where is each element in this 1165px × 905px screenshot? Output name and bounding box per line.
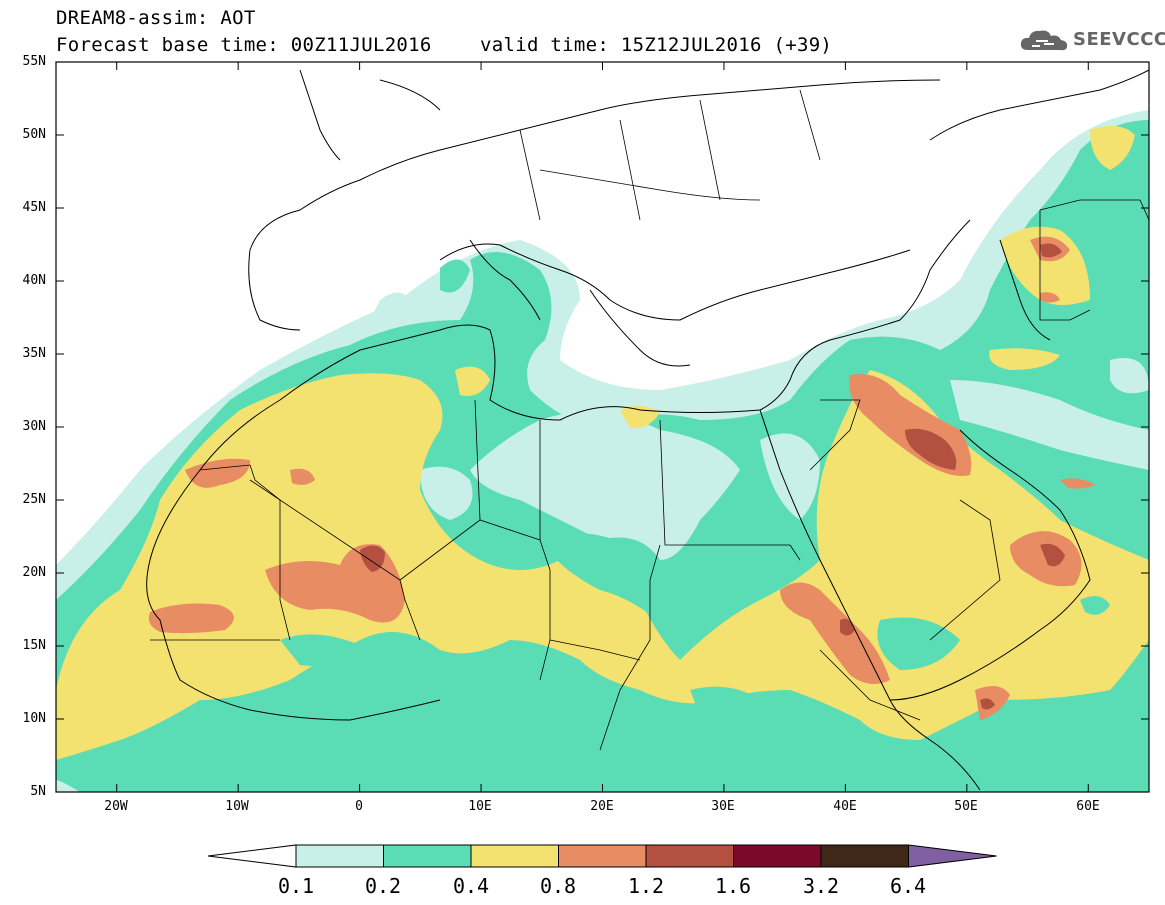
lon-label: 10E: [468, 799, 492, 814]
colorbar-label: 0.8: [539, 874, 577, 898]
aot-contour-1.2: [360, 243, 1065, 710]
colorbar-label: 6.4: [889, 874, 927, 898]
colorbar-label: 1.6: [714, 874, 752, 898]
country-borders: [150, 89, 1149, 751]
lat-label: 25N: [22, 492, 46, 507]
lon-label: 40E: [833, 799, 857, 814]
lon-label: 20E: [590, 799, 614, 814]
lon-label: 60E: [1076, 799, 1100, 814]
lon-label: 30E: [711, 799, 735, 814]
colorbar-label: 1.2: [627, 874, 665, 898]
lat-label: 15N: [22, 638, 46, 653]
axis-ticks: [56, 61, 1149, 793]
colorbar-label: 0.2: [364, 874, 402, 898]
product-title: DREAM8-assim: AOT: [56, 7, 256, 29]
lat-label: 20N: [22, 565, 46, 580]
colorbar-label: 0.4: [452, 874, 490, 898]
lat-label: 55N: [22, 54, 46, 69]
aot-contour-0.1-inner: [420, 358, 1149, 560]
lon-label: 0: [355, 799, 363, 814]
valid-time: valid time: 15Z12JUL2016 (+39): [480, 34, 833, 56]
base-time: Forecast base time: 00Z11JUL2016: [56, 34, 432, 56]
lat-label: 35N: [22, 346, 46, 361]
lat-label: 30N: [22, 419, 46, 434]
logo-text: SEEVCCC: [1073, 29, 1165, 50]
lat-label: 50N: [22, 127, 46, 142]
lat-label: 10N: [22, 711, 46, 726]
aot-contour-0.2-inner: [280, 476, 1110, 716]
colorbar-label: 0.1: [277, 874, 315, 898]
coastlines: [146, 69, 1149, 791]
cloud-icon: [1020, 30, 1068, 51]
lon-label: 10W: [225, 799, 249, 814]
colorbar-label: 3.2: [802, 874, 840, 898]
lon-label: 50E: [954, 799, 978, 814]
lat-label: 45N: [22, 200, 46, 215]
lat-label: 40N: [22, 273, 46, 288]
lon-label: 20W: [104, 799, 128, 814]
lat-label: 5N: [30, 784, 46, 799]
